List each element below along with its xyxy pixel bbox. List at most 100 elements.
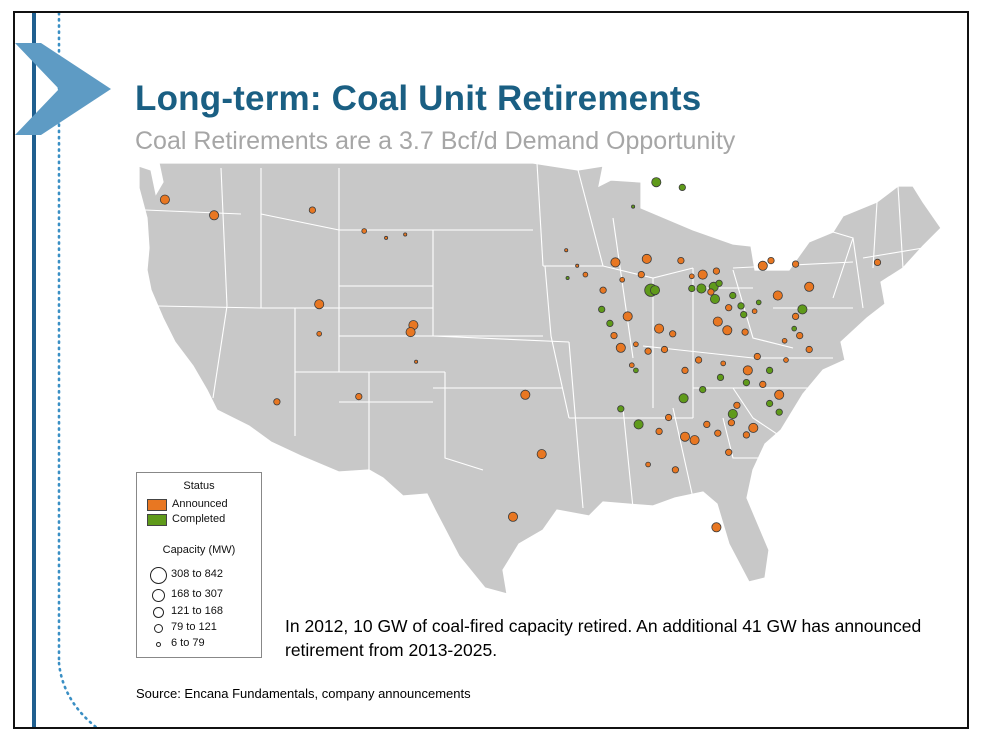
announced-retirement-point — [536, 449, 547, 460]
announced-retirement-point — [355, 393, 363, 401]
announced-retirement-point — [414, 359, 419, 364]
announced-retirement-point — [654, 323, 665, 334]
chevron-icon — [15, 43, 111, 135]
announced-retirement-point — [722, 325, 733, 336]
announced-retirement-point — [520, 389, 531, 400]
announced-retirement-point — [622, 311, 633, 322]
accent-bar — [32, 13, 36, 727]
announced-retirement-point — [805, 345, 813, 354]
completed-retirement-point — [710, 293, 721, 304]
retirement-note: In 2012, 10 GW of coal-fired capacity re… — [285, 616, 922, 660]
completed-retirement-point — [650, 285, 661, 296]
capacity-label: 121 to 168 — [171, 605, 223, 617]
announced-retirement-point — [671, 466, 680, 474]
completed-retirement-point — [699, 386, 707, 394]
announced-retirement-point — [209, 210, 220, 221]
capacity-label: 6 to 79 — [171, 637, 205, 649]
capacity-circle-large — [152, 589, 165, 602]
completed-retirement-point — [617, 405, 625, 413]
announced-retirement-point — [681, 366, 689, 374]
map-legend: Status Announced Completed Capacity (MW)… — [136, 472, 262, 658]
us-coal-retirement-map — [138, 162, 942, 595]
announced-retirement-point — [575, 263, 580, 268]
completed-swatch — [147, 514, 167, 526]
announced-retirement-point — [720, 360, 726, 367]
announced-retirement-point — [689, 435, 700, 446]
announced-retirement-point — [783, 357, 789, 363]
announced-retirement-point — [733, 401, 741, 409]
announced-retirement-point — [610, 257, 621, 268]
completed-retirement-point — [606, 319, 614, 327]
capacity-circle-small — [154, 624, 163, 633]
announced-retirement-point — [742, 365, 753, 376]
completed-retirement-point — [633, 419, 644, 430]
completed-retirement-point — [633, 367, 639, 374]
announced-retirement-point — [615, 342, 626, 353]
announced-retirement-point — [308, 206, 316, 214]
announced-retirement-point — [405, 327, 416, 338]
announced-retirement-point — [767, 257, 775, 265]
capacity-label: 168 to 307 — [171, 588, 223, 600]
announced-retirement-point — [751, 308, 758, 315]
announced-retirement-point — [774, 389, 785, 400]
completed-retirement-point — [715, 279, 723, 287]
capacity-circle-smallest — [156, 642, 161, 647]
announced-retirement-point — [742, 431, 751, 439]
announced-retirement-point — [748, 422, 759, 433]
completed-retirement-point — [631, 204, 636, 209]
completed-retirement-point — [737, 302, 745, 310]
dotted-curve — [57, 661, 99, 727]
announced-retirement-point — [727, 419, 736, 427]
completed-retirement-point — [765, 366, 774, 374]
slide-frame: Long-term: Coal Unit Retirements Coal Re… — [13, 11, 969, 729]
completed-retirement-point — [742, 379, 751, 387]
announced-retirement-point — [660, 345, 669, 354]
announced-retirement-point — [633, 341, 639, 348]
page-title: Long-term: Coal Unit Retirements — [135, 79, 702, 118]
completed-retirement-point — [755, 299, 762, 306]
announced-swatch — [147, 499, 167, 511]
announced-retirement-point — [637, 271, 645, 279]
completed-retirement-point — [791, 325, 797, 332]
legend-completed-label: Completed — [172, 513, 226, 525]
announced-retirement-point — [712, 316, 723, 327]
retirement-points — [159, 177, 882, 533]
announced-retirement-point — [507, 511, 518, 522]
announced-retirement-point — [873, 258, 882, 267]
announced-retirement-point — [619, 277, 626, 283]
completed-retirement-point — [696, 283, 707, 294]
announced-retirement-point — [796, 332, 804, 340]
page-subtitle: Coal Retirements are a 3.7 Bcf/d Demand … — [135, 127, 736, 155]
announced-retirement-point — [688, 273, 695, 280]
state-borders — [144, 162, 924, 509]
announced-retirement-point — [628, 362, 635, 369]
announced-retirement-point — [703, 420, 711, 428]
capacity-label: 79 to 121 — [171, 621, 217, 633]
completed-retirement-point — [775, 408, 783, 416]
announced-retirement-point — [314, 299, 325, 310]
completed-retirement-point — [598, 305, 606, 313]
announced-retirement-point — [741, 328, 749, 336]
announced-retirement-point — [645, 461, 651, 468]
capacity-circle-largest — [150, 567, 167, 584]
announced-retirement-point — [599, 286, 607, 294]
announced-retirement-point — [316, 331, 323, 337]
announced-retirement-point — [564, 248, 569, 253]
announced-retirement-point — [403, 232, 408, 237]
completed-retirement-point — [678, 393, 689, 404]
announced-retirement-point — [711, 522, 722, 533]
announced-retirement-point — [655, 427, 663, 435]
completed-retirement-point — [688, 284, 696, 293]
announced-retirement-point — [712, 267, 721, 275]
announced-retirement-point — [759, 380, 767, 388]
completed-retirement-point — [678, 183, 686, 191]
announced-retirement-point — [677, 257, 685, 265]
announced-retirement-point — [664, 413, 673, 422]
completed-retirement-point — [729, 291, 737, 300]
announced-retirement-point — [641, 253, 652, 264]
announced-retirement-point — [694, 356, 703, 364]
announced-retirement-point — [384, 235, 389, 240]
completed-retirement-point — [565, 276, 570, 281]
announced-retirement-point — [669, 330, 677, 338]
announced-retirement-point — [680, 431, 691, 442]
